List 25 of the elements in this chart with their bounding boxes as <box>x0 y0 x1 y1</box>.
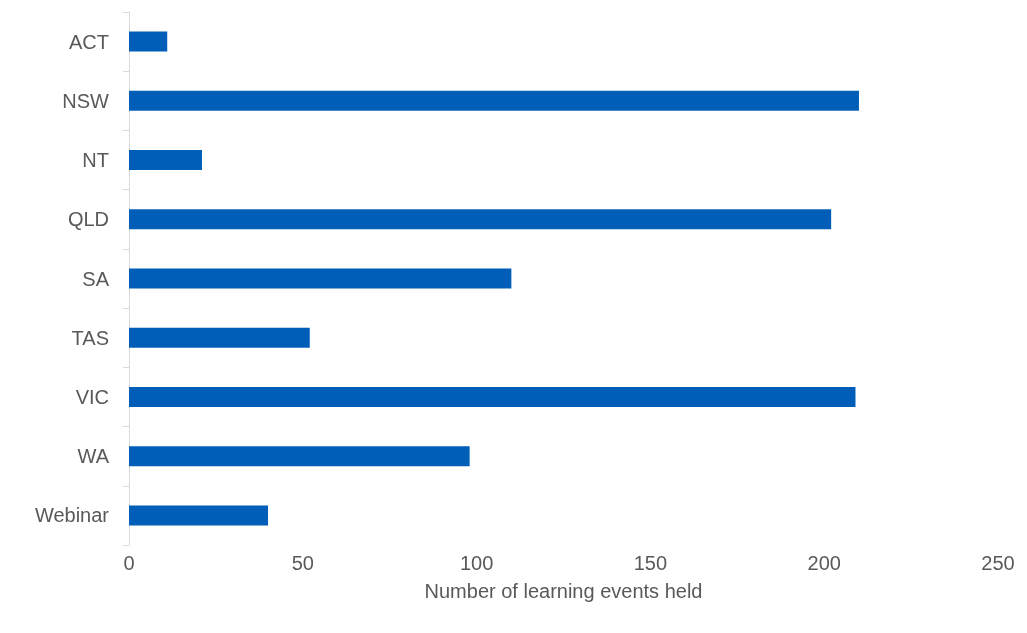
y-tick-label: NT <box>82 149 109 172</box>
x-tick-label: 150 <box>633 552 668 574</box>
bar <box>129 150 202 171</box>
x-axis-title: Number of learning events held <box>424 580 703 602</box>
x-tick-label: 0 <box>123 552 135 574</box>
bar <box>129 31 168 52</box>
bar <box>129 90 859 111</box>
bar <box>129 268 512 289</box>
y-tick-label: VIC <box>75 385 109 408</box>
bar <box>129 446 470 467</box>
x-tick-label: 50 <box>291 552 314 574</box>
y-tick-label: TAS <box>71 326 109 349</box>
y-tick-label: Webinar <box>34 504 110 527</box>
bar <box>129 209 832 230</box>
bar <box>129 386 856 407</box>
y-tick-label: WA <box>77 445 110 468</box>
y-tick-label: ACT <box>69 30 109 53</box>
x-tick-label: 100 <box>459 552 494 574</box>
x-tick-label: 250 <box>981 552 1015 574</box>
y-tick-label: QLD <box>67 208 109 231</box>
x-tick-label: 200 <box>807 552 841 574</box>
bar <box>129 327 310 348</box>
y-tick-label: NSW <box>62 89 110 112</box>
y-tick-label: SA <box>82 267 110 290</box>
bar <box>129 505 269 526</box>
